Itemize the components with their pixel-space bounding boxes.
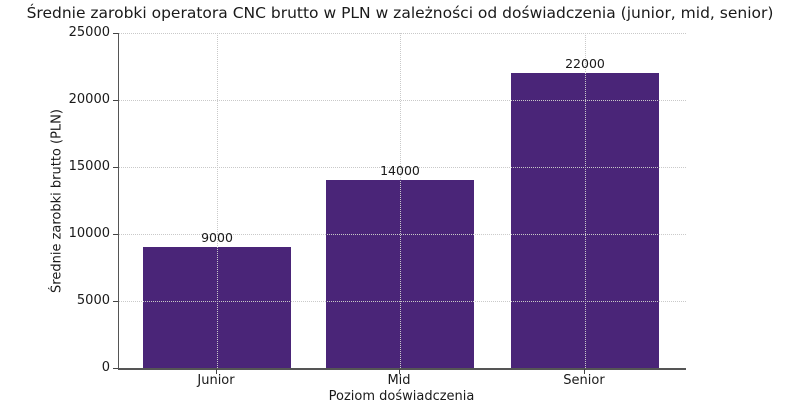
gridline-v <box>217 33 218 368</box>
gridline-h <box>119 234 686 235</box>
bar-value-label: 14000 <box>380 163 420 179</box>
y-tick-label: 15000 <box>68 159 110 174</box>
gridline-h <box>119 167 686 168</box>
y-tick-label: 5000 <box>76 293 110 308</box>
x-tick-label-mid: Mid <box>387 373 411 388</box>
y-tick-mark <box>113 234 118 235</box>
gridline-h <box>119 100 686 101</box>
y-tick-label: 0 <box>101 360 110 375</box>
plot-area: 9000 14000 22000 <box>118 33 686 370</box>
x-tick-label-senior: Senior <box>563 373 605 388</box>
bar-value-label: 9000 <box>201 230 233 246</box>
x-tick-label-junior: Junior <box>197 373 235 388</box>
y-tick-mark <box>113 33 118 34</box>
x-axis-label: Poziom doświadczenia <box>328 389 475 404</box>
y-tick-label: 25000 <box>68 25 110 40</box>
y-axis-label: Średnie zarobki brutto (PLN) <box>49 109 65 293</box>
y-tick-mark <box>113 368 118 369</box>
y-tick-label: 20000 <box>68 92 110 107</box>
y-tick-label: 10000 <box>68 226 110 241</box>
y-tick-mark <box>113 301 118 302</box>
x-tick-mark <box>216 369 217 374</box>
bar-value-label: 22000 <box>565 56 605 72</box>
gridline-h <box>119 301 686 302</box>
x-tick-mark <box>399 369 400 374</box>
gridline-v <box>585 33 586 368</box>
y-tick-mark <box>113 100 118 101</box>
gridline-v <box>400 33 401 368</box>
gridline-h <box>119 33 686 34</box>
chart-title: Średnie zarobki operatora CNC brutto w P… <box>26 4 774 22</box>
y-tick-mark <box>113 167 118 168</box>
x-tick-mark <box>584 369 585 374</box>
